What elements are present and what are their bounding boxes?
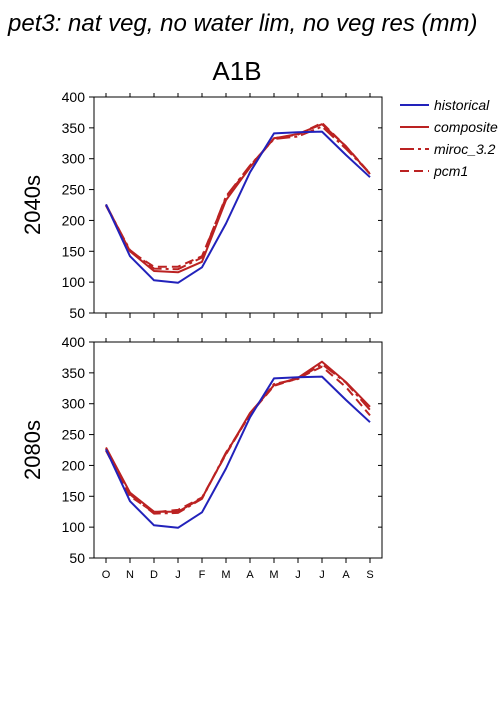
- y-tick-label: 200: [62, 457, 86, 473]
- x-tick-label: J: [319, 569, 325, 581]
- x-tick-label: M: [269, 569, 278, 581]
- scenario-title: A1B: [212, 56, 261, 86]
- row-label: 2080s: [20, 420, 45, 480]
- y-tick-label: 50: [69, 550, 85, 566]
- x-tick-label: J: [295, 569, 301, 581]
- series-line-miroc-3-2: [105, 125, 371, 271]
- y-tick-label: 150: [62, 488, 86, 504]
- legend-label: pcm1: [433, 163, 468, 179]
- x-tick-label: S: [366, 569, 373, 581]
- series-line-pcm1: [105, 365, 371, 514]
- panel-2040s: 50 100 150 200 250 300 350 400 2040s: [20, 89, 383, 321]
- legend-label: composite: [434, 119, 498, 135]
- y-tick-label: 400: [62, 89, 86, 105]
- y-tick-label: 100: [62, 274, 86, 290]
- y-tick-label: 250: [62, 182, 86, 198]
- x-tick-label: F: [199, 569, 206, 581]
- page-title: pet3: nat veg, no water lim, no veg res …: [7, 10, 478, 37]
- x-tick-label: J: [175, 569, 181, 581]
- x-tick-label: A: [246, 569, 254, 581]
- legend-label: miroc_3.2: [434, 141, 496, 157]
- series-line-miroc-3-2: [105, 363, 371, 515]
- y-tick-label: 100: [62, 519, 86, 535]
- y-tick-label: 400: [62, 334, 86, 350]
- y-tick-label: 250: [62, 427, 86, 443]
- plot-frame: [93, 341, 383, 559]
- y-tick-label: 350: [62, 365, 86, 381]
- y-tick-label: 300: [62, 151, 86, 167]
- x-tick-label: O: [102, 569, 111, 581]
- plot-frame: [93, 96, 383, 314]
- y-tick-label: 150: [62, 243, 86, 259]
- y-tick-label: 200: [62, 212, 86, 228]
- series-line-historical: [105, 130, 371, 284]
- legend: historical composite miroc_3.2 pcm1: [400, 97, 498, 179]
- y-tick-label: 350: [62, 120, 86, 136]
- row-label: 2040s: [20, 175, 45, 235]
- x-tick-label: N: [126, 569, 134, 581]
- y-tick-label: 300: [62, 396, 86, 412]
- y-tick-label: 50: [69, 305, 85, 321]
- series-line-pcm1: [105, 121, 371, 268]
- x-tick-label: M: [221, 569, 230, 581]
- legend-label: historical: [434, 97, 490, 113]
- series-line-historical: [105, 375, 371, 529]
- x-tick-label: A: [342, 569, 350, 581]
- x-tick-label: D: [150, 569, 158, 581]
- panel-2080s: 50 100 150 200 250 300 350 400 O N D J F M A M J J A S 2080s: [20, 334, 383, 581]
